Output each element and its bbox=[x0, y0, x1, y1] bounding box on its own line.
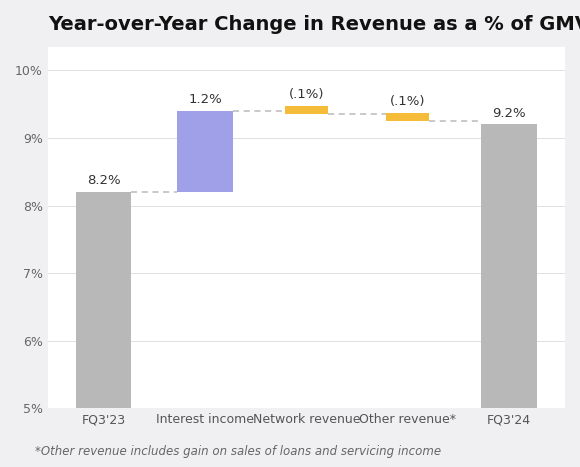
Text: *Other revenue includes gain on sales of loans and servicing income: *Other revenue includes gain on sales of… bbox=[35, 446, 441, 458]
Text: 8.2%: 8.2% bbox=[86, 174, 120, 187]
Text: (.1%): (.1%) bbox=[390, 95, 426, 108]
Text: 9.2%: 9.2% bbox=[492, 106, 526, 120]
Bar bbox=[177, 111, 233, 192]
Bar bbox=[386, 113, 429, 121]
Bar bbox=[75, 192, 132, 409]
Text: 1.2%: 1.2% bbox=[188, 93, 222, 106]
Bar bbox=[285, 106, 328, 114]
Bar bbox=[481, 124, 537, 409]
Text: Year-over-Year Change in Revenue as a % of GMV: Year-over-Year Change in Revenue as a % … bbox=[48, 15, 580, 34]
Text: (.1%): (.1%) bbox=[289, 88, 324, 101]
